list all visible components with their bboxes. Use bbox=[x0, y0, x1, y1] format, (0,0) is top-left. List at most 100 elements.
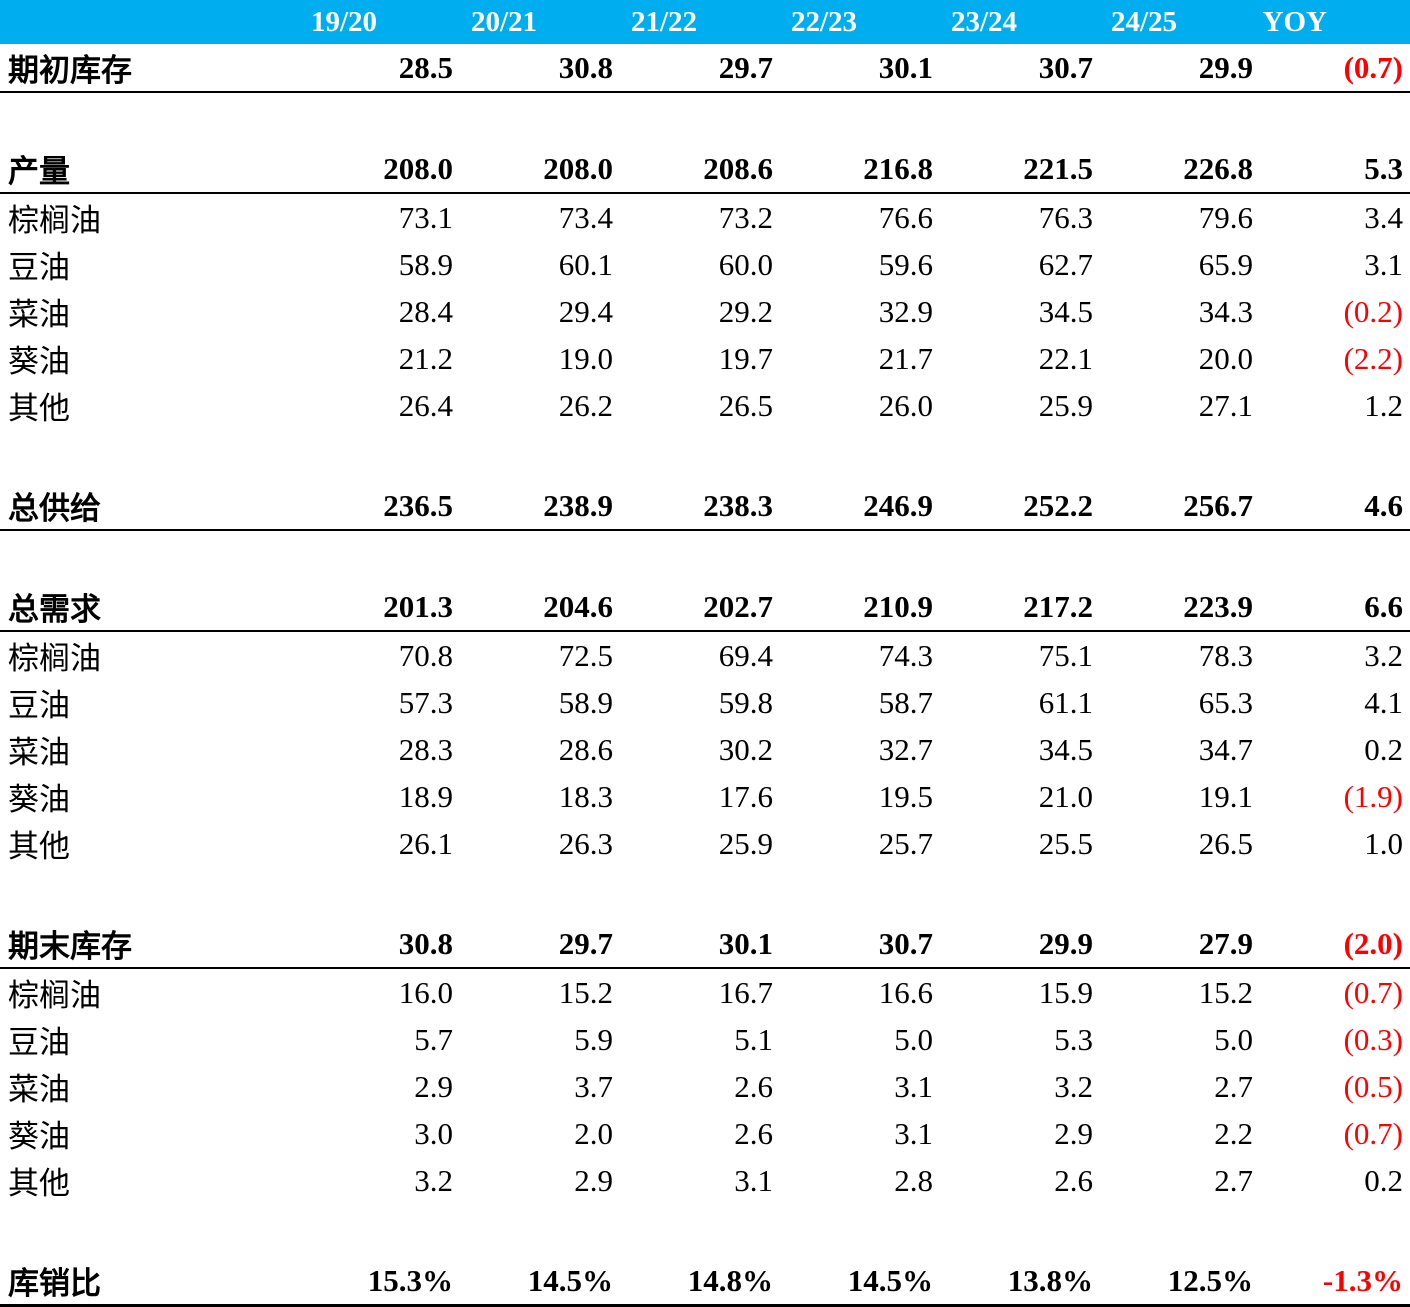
value-cell: 210.9 bbox=[780, 583, 940, 632]
column-header-yoy: YOY bbox=[1260, 0, 1410, 44]
row-label: 菜油 bbox=[8, 297, 70, 332]
value-cell: 59.6 bbox=[878, 246, 933, 282]
value-cell: 2.2 bbox=[1214, 1115, 1253, 1151]
value-cell: 19.0 bbox=[558, 340, 613, 376]
column-header-19-20: 19/20 bbox=[300, 0, 460, 44]
table-row: 葵油 3.0 2.0 2.6 3.1 2.9 2.2 (0.7) bbox=[0, 1110, 1410, 1157]
row-label: 豆油 bbox=[8, 1025, 70, 1060]
value-cell: 18.9 bbox=[398, 778, 453, 814]
value-cell: 2.8 bbox=[894, 1162, 933, 1198]
value-cell: 3.1 bbox=[734, 1162, 773, 1198]
row-label: 菜油 bbox=[8, 1072, 70, 1107]
value-cell: 20.0 bbox=[1198, 340, 1253, 376]
table-row: 产量 208.0 208.0 208.6 216.8 221.5 226.8 5.3 bbox=[0, 145, 1410, 194]
value-cell: 59.8 bbox=[718, 684, 773, 720]
column-header-21-22: 21/22 bbox=[620, 0, 780, 44]
value-cell: 60.1 bbox=[558, 246, 613, 282]
value-cell: 14.8% bbox=[620, 1257, 780, 1307]
value-cell: 73.1 bbox=[398, 199, 453, 235]
table-row: 总供给 236.5 238.9 238.3 246.9 252.2 256.7 4.6 bbox=[0, 482, 1410, 531]
value-cell: 57.3 bbox=[398, 684, 453, 720]
value-cell: 2.9 bbox=[574, 1162, 613, 1198]
value-cell: 30.2 bbox=[718, 731, 773, 767]
row-label: 库销比 bbox=[0, 1257, 300, 1307]
column-header-23-24: 23/24 bbox=[940, 0, 1100, 44]
value-cell: 29.4 bbox=[558, 293, 613, 329]
value-cell: 3.0 bbox=[414, 1115, 453, 1151]
value-cell: 25.7 bbox=[878, 825, 933, 861]
column-header-20-21: 20/21 bbox=[460, 0, 620, 44]
value-cell: 32.7 bbox=[878, 731, 933, 767]
value-cell: 2.9 bbox=[1054, 1115, 1093, 1151]
row-label: 其他 bbox=[8, 391, 70, 426]
value-cell: 62.7 bbox=[1038, 246, 1093, 282]
column-header-22-23: 22/23 bbox=[780, 0, 940, 44]
value-cell: 15.2 bbox=[1198, 974, 1253, 1010]
value-cell: 32.9 bbox=[878, 293, 933, 329]
value-cell: 216.8 bbox=[780, 145, 940, 194]
value-cell: 28.3 bbox=[398, 731, 453, 767]
value-cell: 208.0 bbox=[300, 145, 460, 194]
value-cell: 26.3 bbox=[558, 825, 613, 861]
value-cell: 3.1 bbox=[894, 1115, 933, 1151]
value-cell: 30.8 bbox=[460, 44, 620, 93]
value-cell: 34.5 bbox=[1038, 731, 1093, 767]
spacer-row bbox=[0, 1204, 1410, 1257]
table-row: 葵油 18.9 18.3 17.6 19.5 21.0 19.1 (1.9) bbox=[0, 773, 1410, 820]
value-cell: 29.2 bbox=[718, 293, 773, 329]
value-cell: 29.9 bbox=[940, 920, 1100, 969]
value-cell: 15.9 bbox=[1038, 974, 1093, 1010]
value-cell: 69.4 bbox=[718, 637, 773, 673]
value-cell: 246.9 bbox=[780, 482, 940, 531]
row-label: 期末库存 bbox=[0, 920, 300, 969]
value-cell: 65.3 bbox=[1198, 684, 1253, 720]
value-cell: 16.6 bbox=[878, 974, 933, 1010]
yoy-cell: 4.1 bbox=[1364, 684, 1403, 720]
row-label: 葵油 bbox=[8, 1119, 70, 1154]
table-row: 豆油 5.7 5.9 5.1 5.0 5.3 5.0 (0.3) bbox=[0, 1016, 1410, 1063]
value-cell: 78.3 bbox=[1198, 637, 1253, 673]
table-row: 棕榈油 73.1 73.4 73.2 76.6 76.3 79.6 3.4 bbox=[0, 193, 1410, 241]
value-cell: 58.7 bbox=[878, 684, 933, 720]
row-label: 其他 bbox=[8, 1166, 70, 1201]
value-cell: 208.6 bbox=[620, 145, 780, 194]
value-cell: 21.7 bbox=[878, 340, 933, 376]
table-row: 其他 26.4 26.2 26.5 26.0 25.9 27.1 1.2 bbox=[0, 382, 1410, 429]
value-cell: 238.9 bbox=[460, 482, 620, 531]
value-cell: 236.5 bbox=[300, 482, 460, 531]
yoy-cell: (0.3) bbox=[1343, 1021, 1403, 1057]
value-cell: 226.8 bbox=[1100, 145, 1260, 194]
value-cell: 27.9 bbox=[1100, 920, 1260, 969]
row-label: 葵油 bbox=[8, 782, 70, 817]
row-label: 菜油 bbox=[8, 735, 70, 770]
table-row: 库销比 15.3% 14.5% 14.8% 14.5% 13.8% 12.5% -1.3% bbox=[0, 1257, 1410, 1307]
value-cell: 60.0 bbox=[718, 246, 773, 282]
value-cell: 208.0 bbox=[460, 145, 620, 194]
value-cell: 34.3 bbox=[1198, 293, 1253, 329]
table-row: 其他 26.1 26.3 25.9 25.7 25.5 26.5 1.0 bbox=[0, 820, 1410, 867]
value-cell: 5.1 bbox=[734, 1021, 773, 1057]
value-cell: 252.2 bbox=[940, 482, 1100, 531]
yoy-cell: 1.2 bbox=[1364, 387, 1403, 423]
value-cell: 34.7 bbox=[1198, 731, 1253, 767]
yoy-cell: 0.2 bbox=[1364, 1162, 1403, 1198]
row-label: 豆油 bbox=[8, 250, 70, 285]
value-cell: 21.0 bbox=[1038, 778, 1093, 814]
yoy-cell: 1.0 bbox=[1364, 825, 1403, 861]
table-row: 棕榈油 16.0 15.2 16.7 16.6 15.9 15.2 (0.7) bbox=[0, 968, 1410, 1016]
value-cell: 3.2 bbox=[1054, 1068, 1093, 1104]
row-label: 总供给 bbox=[0, 482, 300, 531]
table-row: 葵油 21.2 19.0 19.7 21.7 22.1 20.0 (2.2) bbox=[0, 335, 1410, 382]
value-cell: 28.4 bbox=[398, 293, 453, 329]
value-cell: 2.6 bbox=[734, 1115, 773, 1151]
value-cell: 30.7 bbox=[940, 44, 1100, 93]
value-cell: 25.9 bbox=[1038, 387, 1093, 423]
spacer-cell bbox=[0, 530, 1410, 583]
header-label-cell bbox=[0, 0, 300, 44]
value-cell: 2.7 bbox=[1214, 1162, 1253, 1198]
value-cell: 12.5% bbox=[1100, 1257, 1260, 1307]
value-cell: 73.4 bbox=[558, 199, 613, 235]
yoy-cell: (1.9) bbox=[1343, 778, 1403, 814]
value-cell: 217.2 bbox=[940, 583, 1100, 632]
spacer-row bbox=[0, 92, 1410, 145]
